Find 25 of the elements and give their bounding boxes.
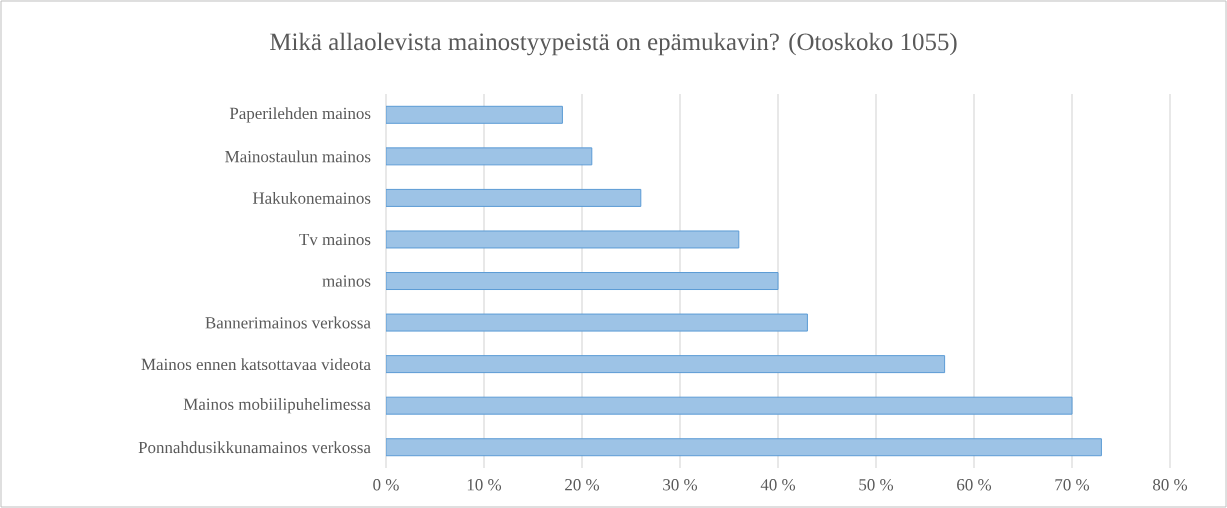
y-tick-label: Hakukonemainos (252, 191, 371, 204)
bar (386, 105, 563, 124)
y-tick-label: Mainostaulun mainos (225, 150, 371, 163)
bar (386, 438, 1102, 457)
bar (386, 188, 642, 207)
x-tick-label: 0 % (373, 479, 399, 491)
bar (386, 396, 1073, 415)
y-tick-label: Mainos mobiilipuhelimessa (183, 398, 371, 414)
bar (386, 355, 946, 374)
y-tick-label: Mainos ennen katsottavaa videota (141, 358, 371, 371)
x-tick-label: 10 % (467, 479, 502, 491)
x-tick-label: 50 % (859, 479, 894, 491)
y-tick-label: Paperilehden mainos (229, 107, 371, 123)
x-tick-label: 70 % (1055, 479, 1090, 491)
y-tick-label: Bannerimainos verkossa (205, 316, 371, 329)
x-tick-label: 80 % (1153, 479, 1188, 491)
x-tick-label: 40 % (760, 479, 796, 491)
x-tick-label: 20 % (565, 479, 600, 491)
y-tick-label: mainos (322, 275, 371, 287)
x-tick-label: 30 % (663, 479, 698, 491)
bar (386, 272, 779, 291)
x-tick-label: 60 % (957, 479, 992, 491)
chart-title: Mikä allaolevista mainostyypeistä on epämukavin? (Otoskoko 1055) (270, 32, 957, 56)
y-tick-label: Tv mainos (299, 233, 371, 246)
y-tick-label: Ponnahdusikkunamainos verkossa (138, 441, 371, 454)
